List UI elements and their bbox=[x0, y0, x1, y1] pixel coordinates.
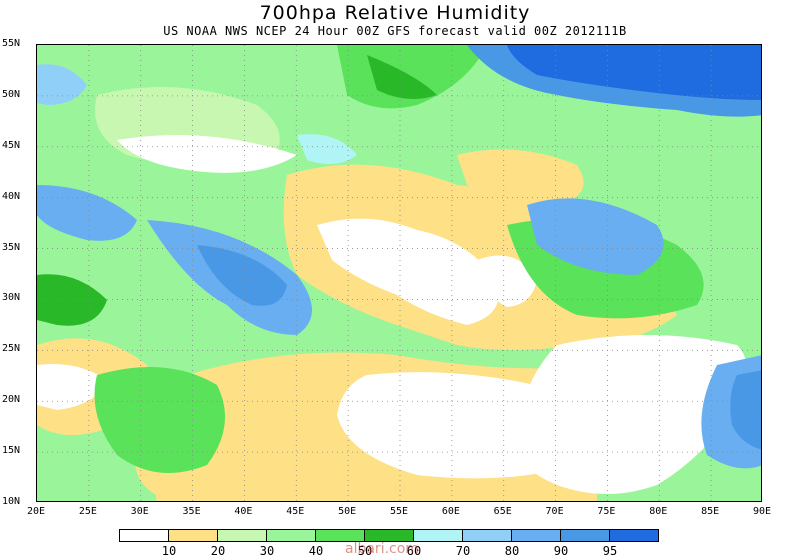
longitude-label: 90E bbox=[752, 506, 772, 517]
white-zone-afghan bbox=[477, 255, 537, 307]
white-zone-west bbox=[37, 364, 107, 410]
longitude-label: 60E bbox=[441, 506, 460, 517]
colorbar-label: 10 bbox=[161, 544, 177, 558]
colorbar-label: 70 bbox=[455, 544, 471, 558]
latitude-label: 30N bbox=[2, 292, 21, 304]
colorbar-swatch bbox=[168, 529, 218, 542]
white-zone-iran bbox=[317, 218, 499, 325]
green-band-sw bbox=[37, 274, 107, 326]
blue-zone-himalaya bbox=[527, 198, 664, 275]
longitude-label: 30E bbox=[130, 506, 149, 517]
colorbar-label: 90 bbox=[553, 544, 569, 558]
longitude-label: 40E bbox=[234, 506, 253, 517]
longitude-label: 85E bbox=[701, 506, 720, 517]
latitude-label: 45N bbox=[2, 139, 21, 151]
humidity-map bbox=[36, 44, 762, 502]
latitude-label: 55N bbox=[2, 38, 21, 49]
colorbar-label: 80 bbox=[504, 544, 520, 558]
latitude-label: 40N bbox=[2, 190, 21, 202]
chart-title: 700hpa Relative Humidity bbox=[259, 2, 531, 24]
latitude-label: 20N bbox=[2, 394, 21, 406]
colorbar-swatch bbox=[413, 529, 463, 542]
colorbar-label: 20 bbox=[210, 544, 226, 558]
longitude-label: 75E bbox=[597, 506, 616, 517]
colorbar-swatch bbox=[217, 529, 267, 542]
blue-zone-northwest bbox=[37, 64, 87, 105]
colorbar-label: 95 bbox=[602, 544, 618, 558]
white-band-north bbox=[117, 135, 297, 173]
longitude-label: 80E bbox=[649, 506, 668, 517]
chart-subtitle: US NOAA NWS NCEP 24 Hour 00Z GFS forecas… bbox=[163, 24, 627, 38]
colorbar-swatch bbox=[266, 529, 316, 542]
graticule bbox=[37, 45, 761, 501]
green-band-redsea bbox=[94, 367, 225, 473]
colorbar-label: 60 bbox=[406, 544, 422, 558]
colorbar-label: 30 bbox=[259, 544, 275, 558]
colorbar-label: 40 bbox=[308, 544, 324, 558]
longitude-label: 35E bbox=[182, 506, 201, 517]
colorbar-swatch bbox=[511, 529, 561, 542]
colorbar bbox=[119, 529, 659, 542]
colorbar-swatch bbox=[119, 529, 169, 542]
green-band-dark-north bbox=[367, 55, 437, 99]
latitude-label: 10N bbox=[2, 496, 21, 507]
longitude-label: 65E bbox=[493, 506, 512, 517]
blue-zone-greece bbox=[37, 185, 137, 241]
longitude-label: 70E bbox=[545, 506, 564, 517]
blue-zone-caucasus bbox=[297, 134, 357, 164]
longitude-label: 50E bbox=[338, 506, 357, 517]
longitude-label: 20E bbox=[26, 506, 46, 517]
white-zone-india bbox=[515, 335, 747, 494]
colorbar-swatch bbox=[560, 529, 610, 542]
latitude-label: 35N bbox=[2, 241, 21, 253]
latitude-label: 50N bbox=[2, 88, 21, 100]
latitude-label: 25N bbox=[2, 343, 21, 355]
colorbar-label: 50 bbox=[357, 544, 373, 558]
latitude-label: 15N bbox=[2, 445, 21, 457]
deep-blue-northeast bbox=[507, 45, 761, 100]
yellow-zone-central bbox=[457, 149, 584, 205]
deep-blue-bay bbox=[730, 370, 761, 450]
humidity-map-svg bbox=[37, 45, 761, 501]
longitude-label: 55E bbox=[389, 506, 409, 517]
colorbar-swatch bbox=[609, 529, 659, 542]
deep-blue-levant bbox=[197, 245, 287, 306]
watermark: albari.com bbox=[345, 541, 419, 557]
longitude-label: 45E bbox=[286, 506, 305, 517]
longitude-label: 25E bbox=[78, 506, 97, 517]
colorbar-swatch bbox=[462, 529, 512, 542]
